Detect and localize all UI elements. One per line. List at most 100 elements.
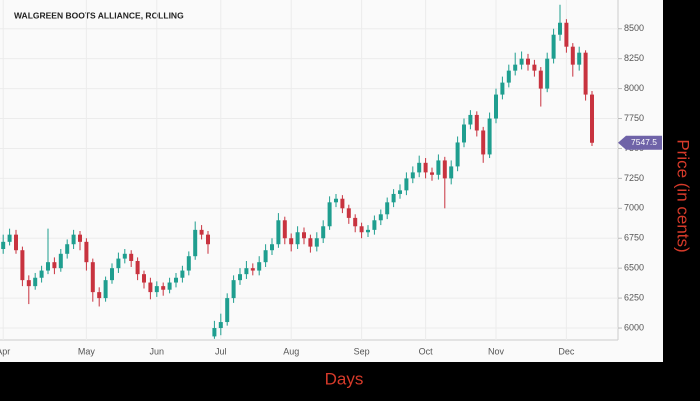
x-tick-label: May (78, 346, 96, 356)
y-tick-label: 8250 (624, 53, 644, 63)
candle-body (238, 274, 242, 281)
chart-title: WALGREEN BOOTS ALLIANCE, ROLLING (14, 10, 184, 20)
candle-body (250, 268, 255, 271)
candle-body (186, 256, 191, 271)
candle-body (97, 292, 102, 299)
candle-body (481, 130, 486, 155)
y-tick-label: 6000 (624, 322, 644, 332)
y-tick-label: 6750 (624, 233, 644, 243)
x-tick-label: Oct (419, 346, 434, 356)
candle-body (430, 172, 434, 175)
x-tick-label: Apr (0, 346, 10, 356)
y-tick-label: 7250 (624, 173, 644, 183)
y-tick-label: 8000 (624, 83, 644, 93)
candle-body (231, 280, 236, 299)
y-tick-label: 6250 (624, 292, 644, 302)
candle-body (148, 282, 153, 293)
candle-body (33, 277, 38, 287)
candle-body (487, 118, 492, 155)
y-tick-label: 6500 (624, 263, 644, 273)
candle-body (398, 190, 402, 194)
candle-body (167, 282, 172, 290)
candle-body (174, 277, 178, 283)
candle-body (590, 94, 594, 143)
candle-body (462, 124, 466, 143)
candle-body (538, 70, 543, 89)
y-tick-label: 7750 (624, 113, 644, 123)
candle-body (289, 238, 294, 245)
candle-body (142, 274, 146, 283)
candle-body (545, 58, 550, 89)
y-tick-label: 8500 (624, 23, 644, 33)
candle-body (103, 280, 108, 299)
candle-body (570, 46, 575, 65)
candle-body (346, 208, 351, 218)
y-tick-label: 7000 (624, 203, 644, 213)
candle-body (564, 22, 569, 47)
candle-body (334, 198, 338, 203)
candle-body (436, 160, 441, 175)
candle-body (39, 270, 44, 278)
candle-body (455, 142, 460, 167)
x-tick-label: Sep (354, 346, 370, 356)
x-tick-label: Jul (215, 346, 227, 356)
candle-body (404, 178, 409, 191)
candle-body (391, 193, 396, 203)
x-tick-label: Aug (283, 346, 299, 356)
candle-body (385, 202, 390, 215)
candle-body (1, 241, 6, 250)
candle-body (577, 52, 582, 65)
candle-body (558, 22, 562, 35)
candle-body (410, 172, 415, 179)
candle-body (449, 166, 454, 179)
candle-body (551, 34, 556, 59)
candle-body (122, 253, 127, 259)
candle-body (500, 82, 505, 95)
candle-body (295, 232, 300, 245)
candle-body (513, 64, 518, 71)
candle-body (84, 241, 89, 263)
x-axis-label: Days (325, 369, 364, 388)
candle-body (212, 328, 217, 337)
candle-body (378, 214, 383, 221)
candle-body (161, 286, 166, 290)
candle-body (225, 298, 230, 323)
candle-body (218, 322, 223, 329)
candle-body (263, 250, 268, 263)
candle-body (135, 260, 140, 275)
candle-body (7, 234, 12, 242)
candle-body (154, 286, 159, 293)
candle-body (206, 234, 210, 245)
candle-body (193, 229, 198, 257)
candle-body (417, 162, 422, 173)
x-tick-label: Nov (488, 346, 505, 356)
candle-body (71, 234, 76, 245)
candle-body (423, 162, 428, 173)
candle-body (110, 268, 114, 281)
candle-body (494, 94, 498, 119)
y-axis-label: Price (in cents) (674, 139, 693, 252)
candle-body (52, 262, 57, 269)
candle-body (20, 250, 25, 281)
plot-background (0, 0, 663, 362)
candle-body (129, 253, 134, 261)
candle-body (46, 262, 50, 271)
candle-body (58, 253, 63, 269)
candle-body (506, 70, 511, 83)
price-tag (618, 135, 662, 150)
candle-body (180, 270, 185, 278)
candle-body (199, 229, 204, 235)
candle-body (340, 198, 345, 209)
candle-body (314, 238, 319, 247)
candle-body (526, 58, 530, 65)
candle-body (78, 234, 82, 242)
candle-body (519, 58, 524, 65)
candle-body (583, 52, 588, 95)
candle-body (65, 244, 70, 254)
candle-body (270, 244, 274, 251)
candle-body (327, 202, 332, 227)
x-tick-label: Jun (150, 346, 165, 356)
candle-body (474, 114, 479, 131)
candle-body (302, 232, 306, 239)
